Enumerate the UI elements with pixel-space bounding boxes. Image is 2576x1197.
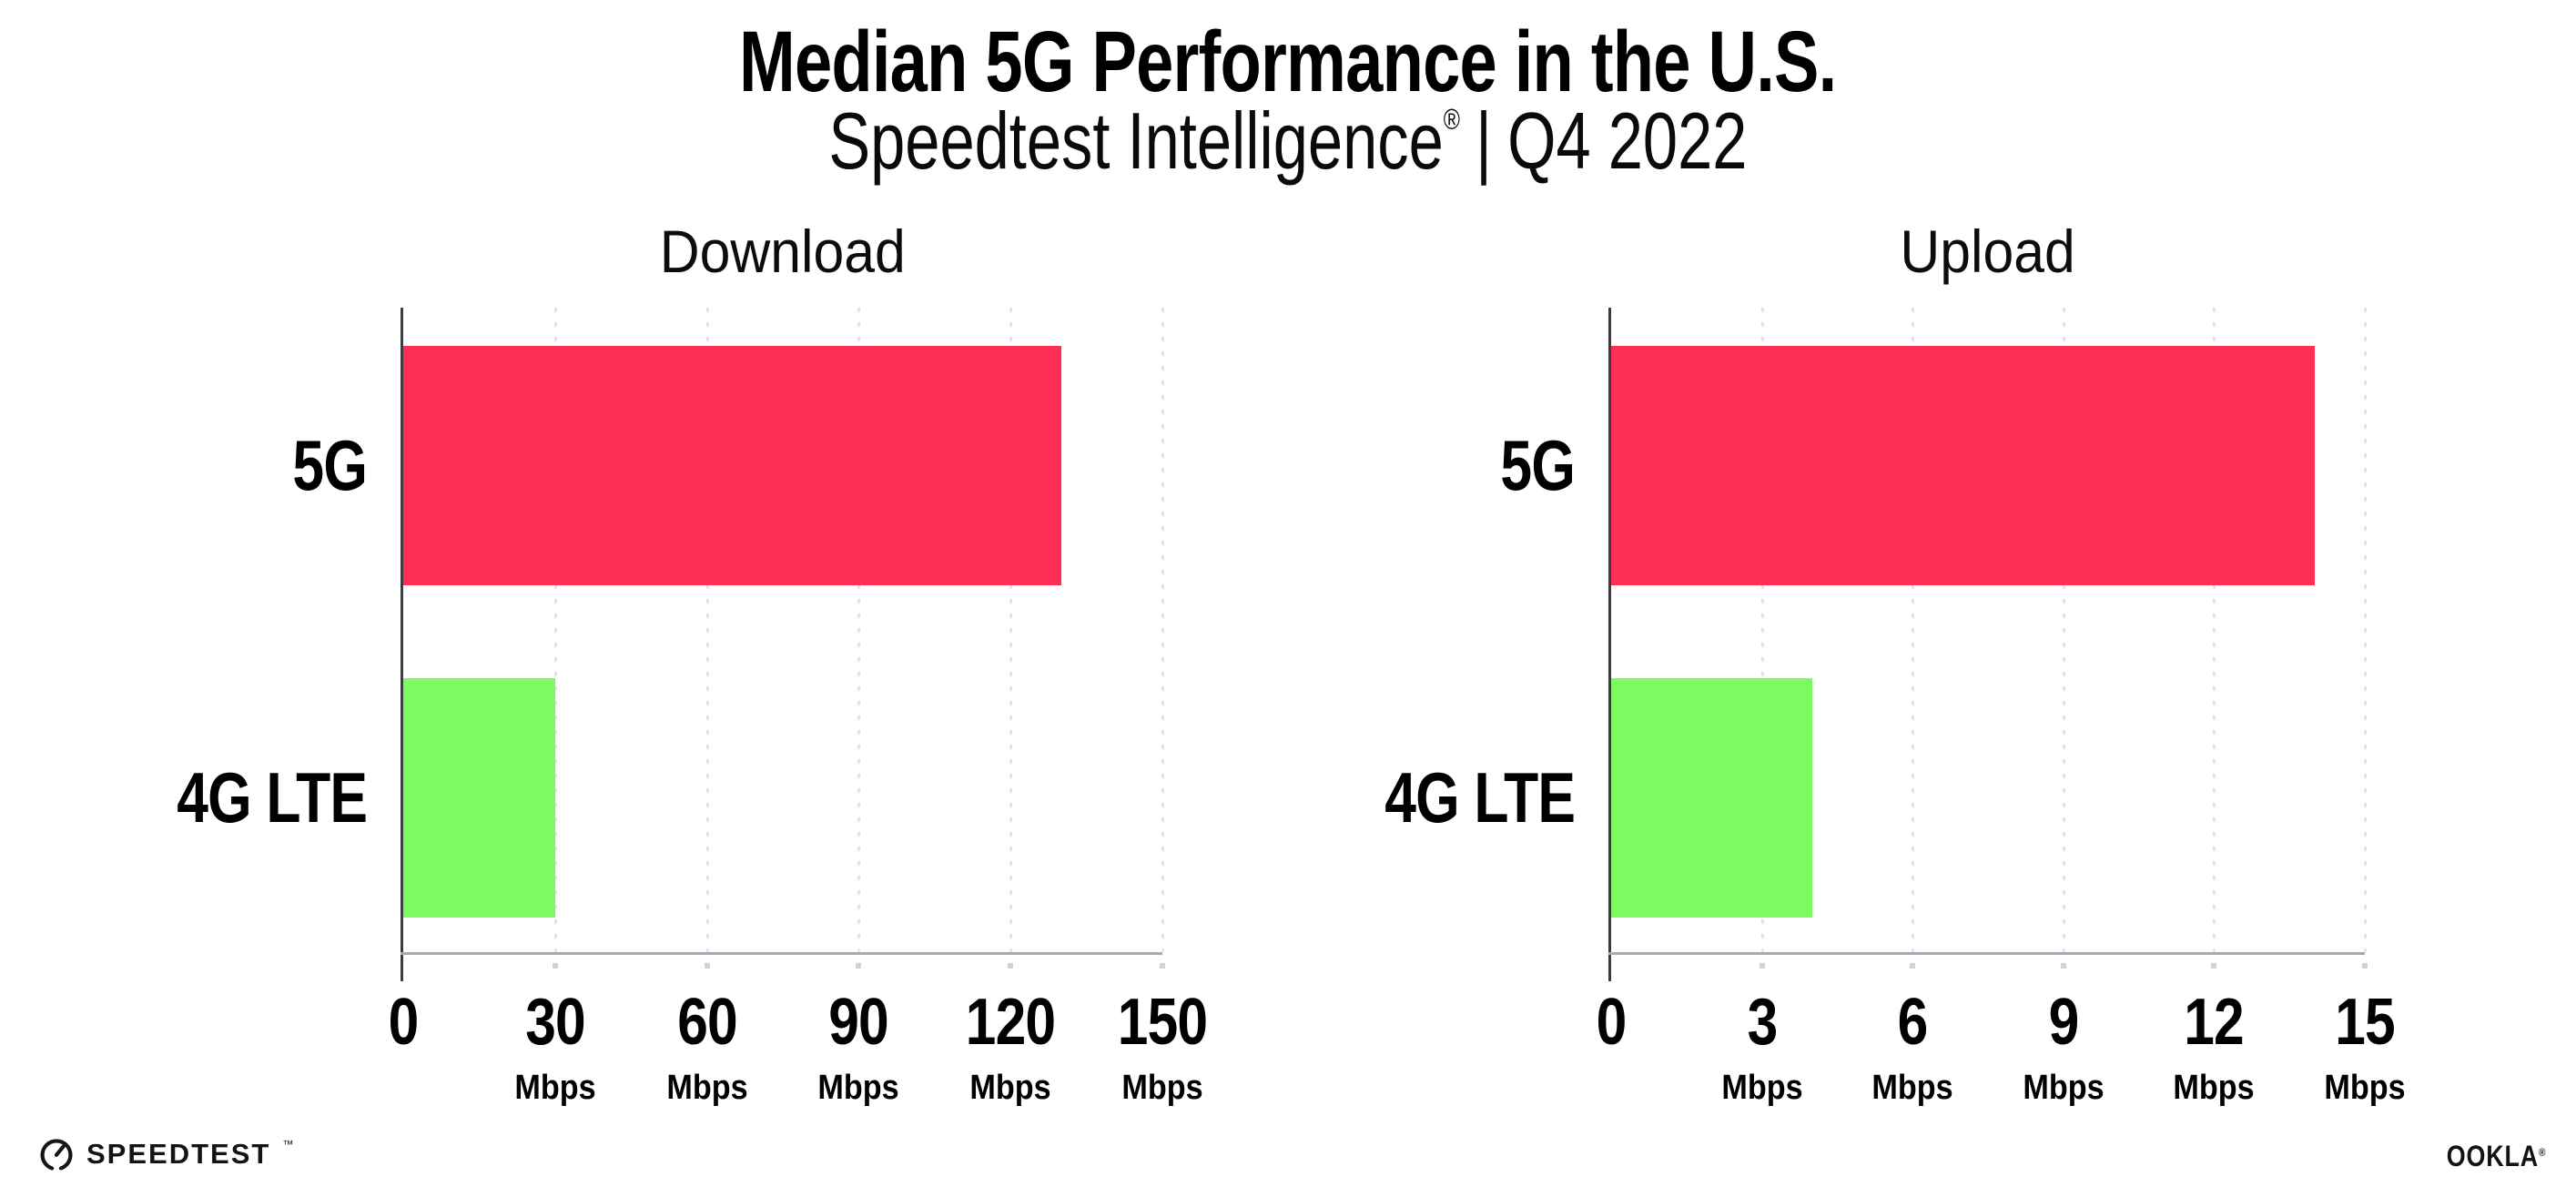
x-tick-value: 150: [1117, 986, 1208, 1059]
page-subtitle: Speedtest Intelligence® | Q4 2022: [0, 95, 2576, 188]
tick-dot: [1160, 963, 1165, 969]
x-tick-value: 0: [1596, 986, 1628, 1059]
gridline: [2213, 308, 2216, 952]
gridline: [553, 308, 557, 952]
x-tick-unit: Mbps: [1121, 1069, 1203, 1107]
gridline: [2364, 308, 2367, 952]
tick-dot: [1008, 963, 1014, 969]
page-title-text: Median 5G Performance in the U.S.: [739, 14, 1837, 110]
x-tick-value: 30: [524, 986, 585, 1059]
gridline: [1009, 308, 1013, 952]
registered-mark: ®: [1443, 103, 1461, 137]
registered-mark: ®: [2538, 1146, 2545, 1159]
upload-x-axis-line: [1608, 952, 2365, 955]
gridline: [1161, 308, 1164, 952]
bar-4g-lte-download: [403, 678, 555, 918]
x-tick-value: 0: [388, 986, 420, 1059]
x-tick-label: 12 Mbps: [2114, 985, 2314, 1108]
x-tick-value: 12: [2184, 986, 2245, 1059]
download-plot-area: 0 30 Mbps 60 Mbps 90 Mbps 120 Mbps 150 Mbps 5G 4G LT…: [177, 308, 1208, 1107]
gridline: [2062, 308, 2065, 952]
tick-dot: [1759, 963, 1765, 969]
bar-5g-download: [403, 346, 1061, 585]
ookla-logo: OOKLA®: [2428, 1140, 2545, 1173]
tick-dot: [704, 963, 710, 969]
x-tick-label: 6 Mbps: [1812, 985, 2013, 1108]
x-tick-value: 90: [828, 986, 889, 1059]
x-tick-label: 120 Mbps: [910, 985, 1111, 1108]
x-tick-label: 0: [1511, 985, 1711, 1060]
trademark-mark: ™: [282, 1138, 294, 1151]
speedometer-gauge-icon: [40, 1139, 73, 1172]
x-tick-value: 3: [1747, 986, 1778, 1059]
category-label-text: 4G LTE: [1384, 757, 1576, 837]
chart-title-upload-text: Upload: [1900, 218, 2076, 285]
x-tick-unit: Mbps: [817, 1069, 900, 1107]
x-tick-value: 9: [2048, 986, 2079, 1059]
x-tick-unit: Mbps: [514, 1069, 596, 1107]
subtitle-period: Q4 2022: [1507, 96, 1748, 186]
x-tick-label: 150 Mbps: [1062, 985, 1263, 1108]
upload-plot-area: 0 3 Mbps 6 Mbps 9 Mbps 12 Mbps 15 Mbps 5G 4G LTE: [1384, 308, 2406, 1107]
category-label-text: 5G: [1500, 425, 1575, 505]
category-label-text: 4G LTE: [177, 757, 368, 837]
x-tick-label: 15 Mbps: [2265, 985, 2465, 1108]
page-title: Median 5G Performance in the U.S.: [0, 13, 2576, 112]
x-tick-value: 6: [1897, 986, 1929, 1059]
gridline: [857, 308, 861, 952]
tick-dot: [856, 963, 862, 969]
speedtest-logo: SPEEDTEST ™: [38, 1136, 293, 1172]
tick-dot: [2362, 963, 2368, 969]
x-tick-label: 0: [303, 985, 503, 1060]
x-tick-unit: Mbps: [969, 1069, 1051, 1107]
chart-title-upload: Upload: [1611, 217, 2365, 286]
category-label-4g-lte: 4G LTE: [0, 678, 368, 918]
x-tick-unit: Mbps: [665, 1069, 748, 1107]
download-x-axis-line: [401, 952, 1162, 955]
gridline: [1760, 308, 1764, 952]
category-label-5g: 5G: [1183, 346, 1575, 585]
ookla-wordmark: OOKLA: [2446, 1140, 2539, 1172]
x-tick-value: 120: [965, 986, 1056, 1059]
x-tick-unit: Mbps: [2173, 1069, 2256, 1107]
tick-dot: [1910, 963, 1916, 969]
x-tick-label: 9 Mbps: [1963, 985, 2164, 1108]
tick-dot: [2060, 963, 2066, 969]
x-tick-value: 15: [2335, 986, 2395, 1059]
tick-dot: [552, 963, 558, 969]
speedtest-wordmark: SPEEDTEST: [86, 1138, 271, 1170]
category-label-4g-lte: 4G LTE: [1183, 678, 1576, 918]
x-tick-unit: Mbps: [1720, 1069, 1803, 1107]
gridline: [1912, 308, 1915, 952]
x-tick-unit: Mbps: [2324, 1069, 2406, 1107]
chart-title-download: Download: [403, 217, 1162, 286]
x-tick-unit: Mbps: [1871, 1069, 1953, 1107]
download-y-axis-line: [401, 308, 403, 981]
chart-title-download-text: Download: [659, 218, 907, 285]
bar-5g-upload: [1611, 346, 2315, 585]
x-tick-label: 3 Mbps: [1662, 985, 1862, 1108]
subtitle-brand: Speedtest Intelligence: [828, 96, 1444, 186]
gridline: [705, 308, 709, 952]
x-tick-label: 30 Mbps: [455, 985, 655, 1108]
x-tick-label: 60 Mbps: [607, 985, 807, 1108]
tick-dot: [2211, 963, 2217, 969]
upload-y-axis-line: [1608, 308, 1611, 981]
bar-4g-lte-upload: [1611, 678, 1812, 918]
ookla-wordmark-wrap: OOKLA®: [2446, 1140, 2545, 1173]
subtitle-separator: |: [1476, 96, 1493, 186]
category-label-5g: 5G: [0, 346, 367, 585]
x-tick-value: 60: [676, 986, 737, 1059]
x-tick-unit: Mbps: [2023, 1069, 2104, 1107]
category-label-text: 5G: [292, 425, 367, 505]
x-tick-label: 90 Mbps: [758, 985, 958, 1108]
page-subtitle-text: Speedtest Intelligence® | Q4 2022: [828, 95, 1747, 188]
